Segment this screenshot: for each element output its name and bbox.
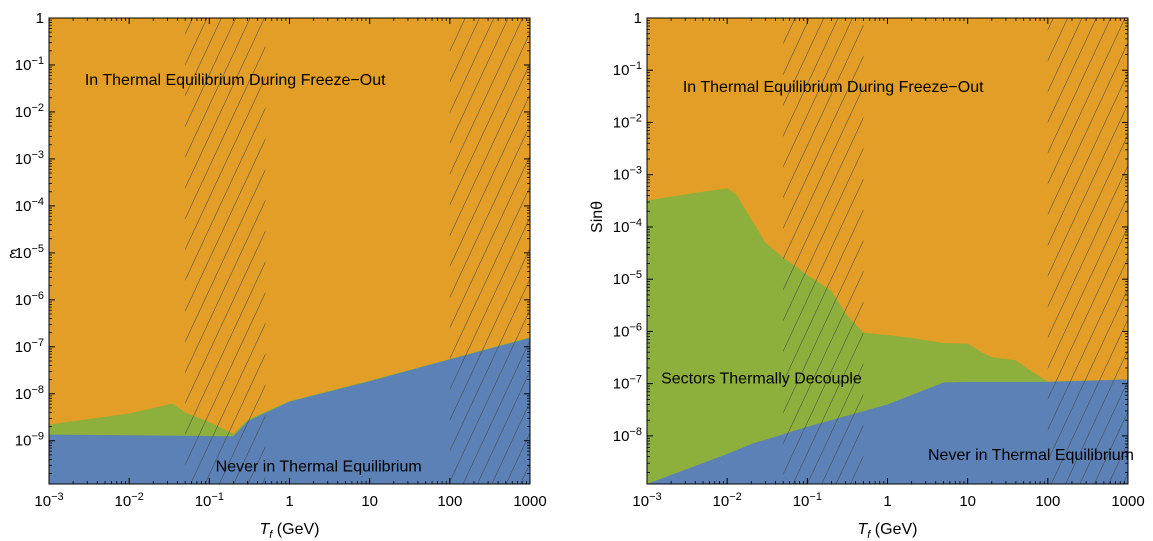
region-label: Sectors Thermally Decouple	[661, 371, 862, 388]
hatch-band-1	[1047, 18, 1128, 484]
y-tick-label: 10−1	[15, 55, 44, 74]
x-tick-label: 10−3	[632, 491, 661, 510]
left-chart: 10−3 10−2 10−1 1 10 100 1000 1 10−1 10−2 10−3 10−4 1…	[9, 10, 546, 541]
y-tick-label: 10−5	[15, 243, 44, 262]
y-tick-label: 10−2	[613, 112, 642, 131]
region-never-equilibrium	[647, 379, 1128, 484]
y-tick-label: 10−7	[613, 374, 642, 393]
y-tick-label: 10−1	[613, 60, 642, 79]
region-label: Never in Thermal Equilibrium	[928, 447, 1134, 464]
y-tick-label: 10−8	[15, 384, 44, 403]
x-tick-label: 1000	[513, 493, 546, 510]
y-axis-label: Sinθ	[589, 201, 606, 233]
x-tick-label: 10−2	[115, 491, 144, 510]
x-tick-label: 1	[883, 493, 891, 510]
region-never-equilibrium	[49, 337, 530, 484]
y-tick-label: 1	[36, 10, 44, 27]
hatch-band-0	[783, 18, 864, 484]
y-tick-label: 10−8	[613, 426, 642, 445]
x-tick-label: 10−1	[195, 491, 224, 510]
right-chart: 10−3 10−2 10−1 1 10 100 1000 1 10−1 10−2 10−3 10−4 1…	[589, 10, 1145, 541]
hatch-band-1	[449, 18, 530, 484]
hatch-band-0	[185, 18, 266, 484]
y-tick-label: 10−4	[15, 196, 44, 215]
y-tick-label: 10−9	[15, 431, 44, 450]
y-tick-label: 10−5	[613, 269, 642, 288]
y-tick-label: 10−3	[613, 165, 642, 184]
x-tick-label: 10−3	[34, 491, 63, 510]
y-tick-label: 10−6	[15, 290, 44, 309]
x-tick-label: 1	[285, 493, 293, 510]
y-tick-label: 10−4	[613, 217, 642, 236]
region-label: In Thermal Equilibrium During Freeze−Out	[683, 79, 984, 96]
x-axis-label: Tf (GeV)	[858, 521, 918, 541]
y-tick-label: 10−7	[15, 337, 44, 356]
y-tick-label: 10−2	[15, 102, 44, 121]
y-tick-label: 1	[634, 10, 642, 27]
plot-area	[647, 18, 1128, 484]
region-label: In Thermal Equilibrium During Freeze−Out	[85, 72, 386, 89]
x-tick-label: 100	[1035, 493, 1060, 510]
y-tick-label: 10−3	[15, 149, 44, 168]
x-tick-label: 100	[437, 493, 462, 510]
plot-area	[49, 18, 530, 484]
x-tick-label: 10−1	[793, 491, 822, 510]
x-tick-label: 1000	[1111, 493, 1144, 510]
x-tick-label: 10	[361, 493, 378, 510]
x-tick-label: 10	[959, 493, 976, 510]
x-axis-label: Tf (GeV)	[260, 521, 320, 541]
y-tick-label: 10−6	[613, 321, 642, 340]
y-axis-label: ε	[9, 245, 17, 262]
x-tick-label: 10−2	[713, 491, 742, 510]
region-label: Never in Thermal Equilibrium	[216, 458, 422, 475]
